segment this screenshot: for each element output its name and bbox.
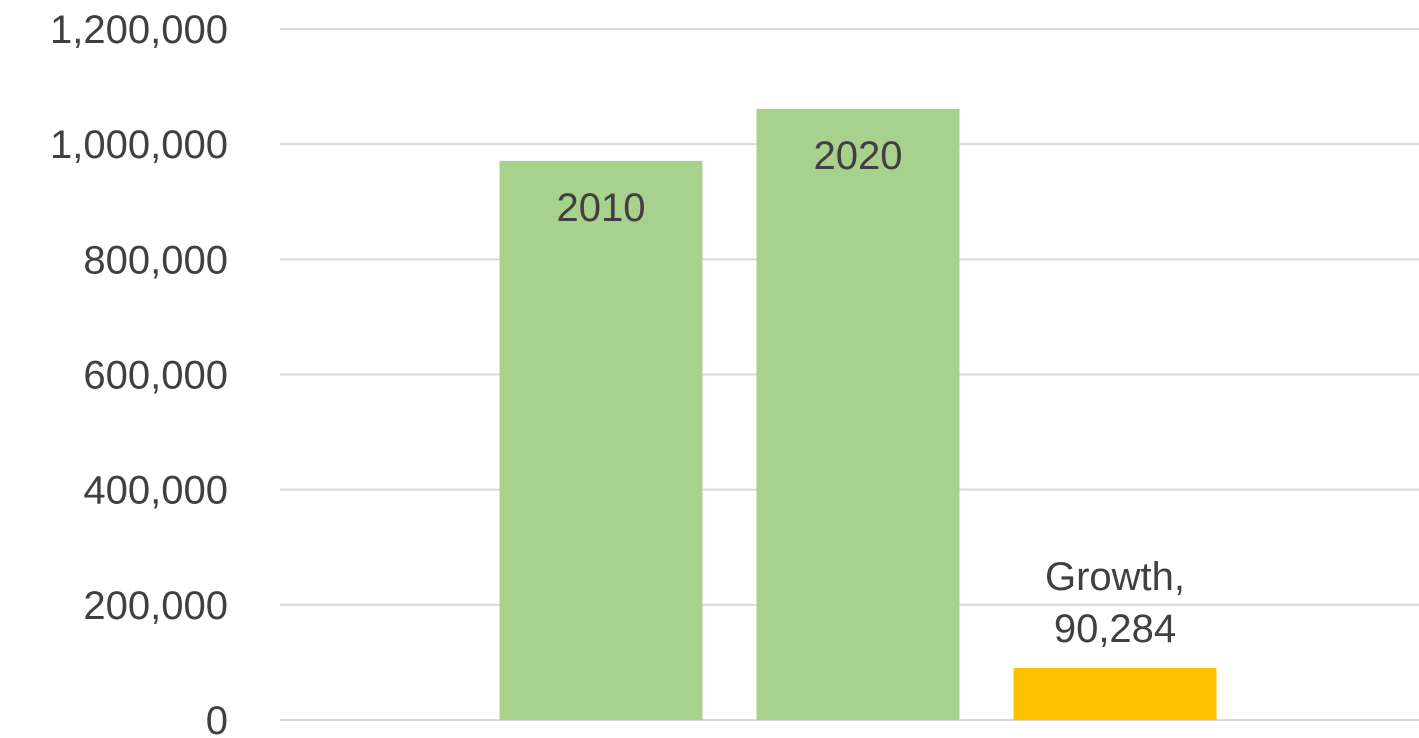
y-tick-label: 1,000,000 [50,123,228,167]
data-labels: 2010 2020 Growth, 90,284 [557,134,1186,651]
data-label: 90,284 [1054,607,1176,651]
y-tick-label: 600,000 [83,354,228,398]
data-label: 2010 [557,186,646,230]
bars [499,108,1217,720]
data-label: Growth, [1045,555,1185,599]
y-tick-label: 0 [206,699,228,738]
y-tick-label: 400,000 [83,469,228,513]
y-tick-label: 1,200,000 [50,8,228,52]
data-label: 2020 [814,134,903,178]
y-axis-tick-labels: 0 200,000 400,000 600,000 800,000 1,000,000 1,… [50,8,228,738]
y-tick-label: 200,000 [83,584,228,628]
bar-2010 [499,160,703,720]
bar-2020 [756,108,960,720]
y-tick-label: 800,000 [83,238,228,282]
bar-growth-90-284 [1013,668,1217,720]
